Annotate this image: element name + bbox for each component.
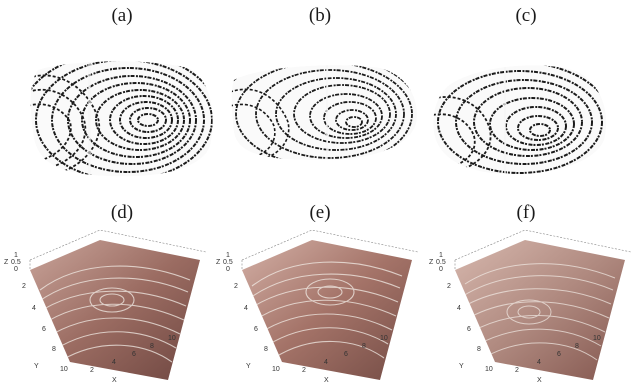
z-tick-d-2: 0 [14, 266, 18, 273]
surface-plot-e: Z 1 0.5 0 2 4 6 8 10 Y 2 4 6 8 10 X [216, 230, 419, 384]
z-tick-f-0: 1 [439, 252, 443, 259]
z-axis-label-f: Z [429, 259, 434, 266]
y-tick-f-3: 8 [477, 346, 481, 353]
panel-label-d: (d) [110, 202, 134, 223]
y-tick-d-2: 6 [42, 326, 46, 333]
x-tick-d-3: 8 [150, 343, 154, 350]
y-axis-label-d: Y [34, 363, 39, 370]
x-tick-d-1: 4 [112, 359, 116, 366]
panel-label-e: (e) [309, 202, 331, 223]
x-tick-d-4: 10 [168, 335, 176, 342]
y-tick-f-2: 6 [467, 326, 471, 333]
y-axis-label-f: Y [459, 363, 464, 370]
fingerprint-image-b [231, 65, 417, 160]
y-tick-e-1: 4 [244, 305, 248, 312]
z-tick-d-1: 0.5 [11, 259, 21, 266]
surface-frame-f [454, 230, 632, 270]
y-tick-e-0: 2 [234, 283, 238, 290]
z-axis-label-e: Z [216, 259, 221, 266]
x-axis-label-f: X [537, 377, 542, 384]
y-tick-e-2: 6 [254, 326, 258, 333]
panel-label-b: (b) [308, 5, 332, 26]
y-tick-d-3: 8 [52, 346, 56, 353]
y-tick-d-4: 10 [60, 366, 68, 373]
y-tick-e-4: 10 [272, 366, 280, 373]
surface-plot-d: Z 1 0.5 0 2 4 6 8 10 Y 2 4 6 8 10 X [4, 230, 207, 384]
y-tick-e-3: 8 [264, 346, 268, 353]
y-tick-f-0: 2 [447, 283, 451, 290]
z-tick-e-1: 0.5 [223, 259, 233, 266]
panel-label-a: (a) [111, 5, 133, 26]
surface-frame-d [29, 230, 207, 270]
x-tick-f-3: 8 [575, 343, 579, 350]
surface-plot-f: Z 1 0.5 0 2 4 6 8 10 Y 2 4 6 8 10 X [429, 230, 632, 384]
z-tick-f-2: 0 [439, 266, 443, 273]
y-tick-f-4: 10 [485, 366, 493, 373]
fingerprint-image-a [30, 61, 213, 177]
z-tick-e-2: 0 [226, 266, 230, 273]
fingerprint-image-c [433, 65, 607, 175]
x-tick-f-1: 4 [537, 359, 541, 366]
x-tick-f-2: 6 [557, 351, 561, 358]
x-tick-d-2: 6 [132, 351, 136, 358]
y-tick-f-1: 4 [457, 305, 461, 312]
x-tick-d-0: 2 [90, 367, 94, 374]
x-tick-e-4: 10 [380, 335, 388, 342]
x-axis-label-d: X [112, 377, 117, 384]
y-tick-d-1: 4 [32, 305, 36, 312]
surface-frame-e [241, 230, 419, 270]
x-tick-f-4: 10 [593, 335, 601, 342]
z-axis-label-d: Z [4, 259, 9, 266]
z-tick-f-1: 0.5 [436, 259, 446, 266]
x-tick-f-0: 2 [515, 367, 519, 374]
z-tick-d-0: 1 [14, 252, 18, 259]
y-axis-label-e: Y [246, 363, 251, 370]
y-tick-d-0: 2 [22, 283, 26, 290]
x-tick-e-2: 6 [344, 351, 348, 358]
panel-label-f: (f) [516, 202, 536, 223]
x-tick-e-3: 8 [362, 343, 366, 350]
x-axis-label-e: X [324, 377, 329, 384]
z-tick-e-0: 1 [226, 252, 230, 259]
x-tick-e-0: 2 [302, 367, 306, 374]
x-tick-e-1: 4 [324, 359, 328, 366]
panel-label-c: (c) [515, 5, 537, 26]
